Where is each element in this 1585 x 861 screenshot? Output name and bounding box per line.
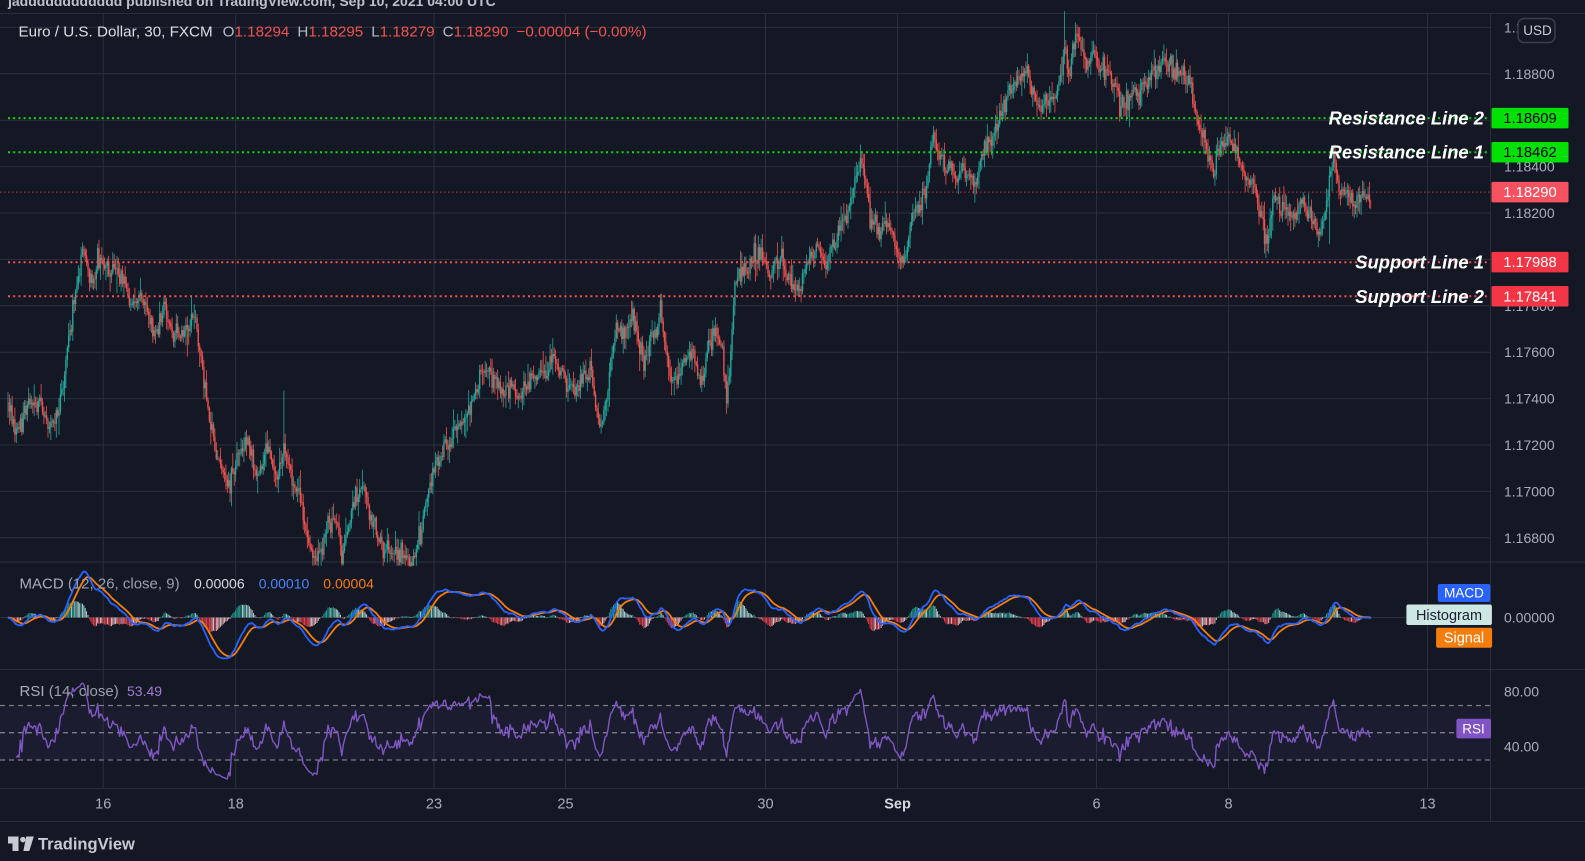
svg-text:30: 30 (757, 797, 773, 813)
svg-text:1.17400: 1.17400 (1504, 391, 1555, 407)
svg-text:Support Line 1: Support Line 1 (1355, 252, 1484, 273)
svg-text:0.00010: 0.00010 (259, 576, 310, 592)
svg-text:0.00000: 0.00000 (1504, 610, 1555, 626)
svg-text:25: 25 (557, 797, 573, 813)
svg-text:1.17000: 1.17000 (1504, 483, 1555, 499)
svg-text:1.17841: 1.17841 (1503, 289, 1557, 305)
svg-text:Sep: Sep (884, 797, 911, 813)
svg-text:80.00: 80.00 (1504, 683, 1539, 699)
svg-text:MACD: MACD (1444, 586, 1484, 601)
svg-text:23: 23 (426, 797, 442, 813)
svg-text:MACD (12, 26, close, 9): MACD (12, 26, close, 9) (20, 576, 180, 593)
svg-text:TradingView: TradingView (38, 836, 135, 854)
svg-text:13: 13 (1419, 797, 1435, 813)
svg-text:8: 8 (1224, 797, 1232, 813)
svg-text:RSI (14, close): RSI (14, close) (20, 683, 119, 700)
svg-text:USD: USD (1523, 23, 1552, 38)
svg-text:53.49: 53.49 (127, 683, 162, 699)
svg-text:Resistance Line 1: Resistance Line 1 (1329, 142, 1484, 163)
svg-text:Support Line 2: Support Line 2 (1355, 286, 1485, 307)
svg-text:Histogram: Histogram (1416, 608, 1482, 624)
svg-text:40.00: 40.00 (1504, 738, 1539, 754)
svg-text:16: 16 (95, 797, 111, 813)
svg-text:RSI: RSI (1462, 721, 1485, 736)
svg-text:1.18290: 1.18290 (1503, 185, 1557, 201)
svg-text:6: 6 (1092, 797, 1100, 813)
svg-text:0.00006: 0.00006 (194, 576, 245, 592)
svg-text:Signal: Signal (1444, 631, 1484, 647)
svg-text:1.17200: 1.17200 (1504, 437, 1555, 453)
svg-text:18: 18 (228, 797, 244, 813)
svg-text:1.18400: 1.18400 (1504, 159, 1555, 175)
svg-text:1.18800: 1.18800 (1504, 66, 1555, 82)
svg-text:1.16800: 1.16800 (1504, 530, 1555, 546)
svg-text:1.18200: 1.18200 (1504, 205, 1555, 221)
svg-text:1.18462: 1.18462 (1503, 145, 1557, 161)
svg-text:1.17988: 1.17988 (1503, 255, 1557, 271)
svg-text:1.17600: 1.17600 (1504, 344, 1555, 360)
svg-text:1.18609: 1.18609 (1503, 111, 1557, 127)
svg-text:Resistance Line 2: Resistance Line 2 (1329, 108, 1485, 129)
svg-text:0.00004: 0.00004 (323, 576, 374, 592)
svg-text:jadddddddddddd published on Tr: jadddddddddddd published on TradingView.… (7, 0, 496, 9)
